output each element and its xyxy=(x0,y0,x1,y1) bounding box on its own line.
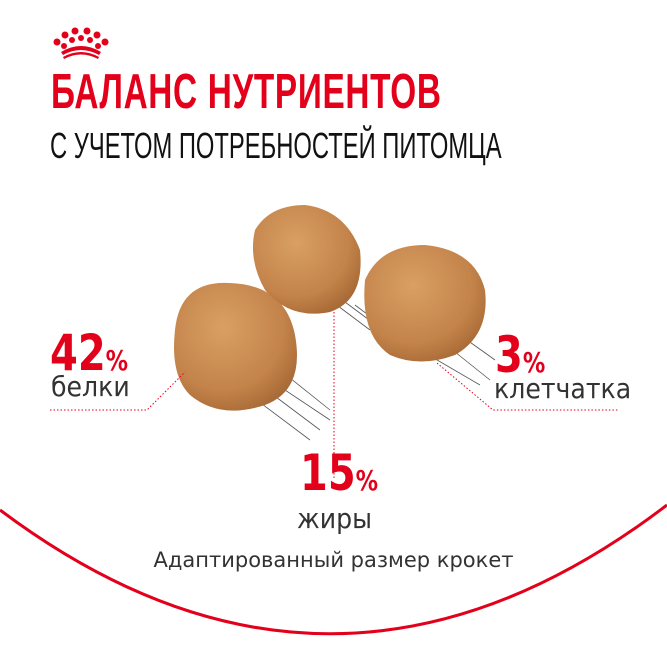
leader-lines xyxy=(50,312,618,480)
value: 42 xyxy=(50,324,106,382)
protein-value: 42% xyxy=(50,328,128,378)
fiber-value: 3% xyxy=(495,330,545,380)
fat-value: 15% xyxy=(300,448,378,498)
page-title: БАЛАНС НУТРИЕНТОВ xyxy=(51,65,442,119)
unit: % xyxy=(105,344,129,377)
kibble xyxy=(252,205,361,314)
fat-label: жиры xyxy=(297,502,372,535)
protein-label: белки xyxy=(51,370,130,403)
page-subtitle: С УЧЕТОМ ПОТРЕБНОСТЕЙ ПИТОМЦА xyxy=(50,125,502,166)
footer-text: Адаптированный размер крокет xyxy=(153,548,514,572)
kibble xyxy=(364,245,486,362)
fiber-label: клетчатка xyxy=(494,372,632,405)
kibble xyxy=(174,282,297,411)
red-arc xyxy=(0,503,667,636)
value: 3 xyxy=(495,326,523,384)
crown-logo xyxy=(53,27,109,59)
unit: % xyxy=(522,346,546,379)
value: 15 xyxy=(300,444,356,502)
unit: % xyxy=(355,464,379,497)
